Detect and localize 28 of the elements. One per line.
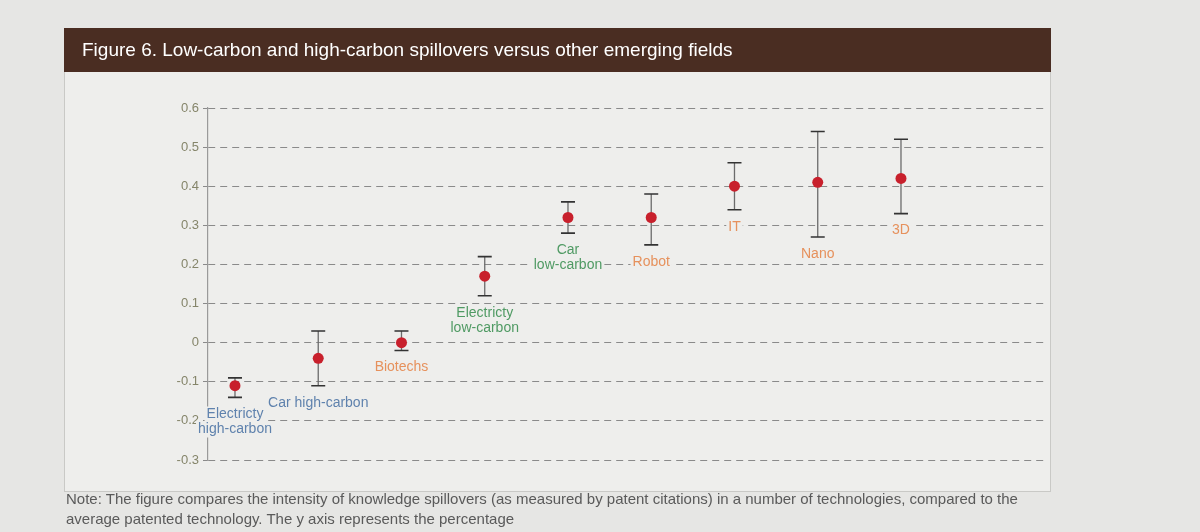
x-tick-label: Robot [632,252,671,269]
y-tick-label: -0.3 [176,451,199,467]
y-tick-label: -0.2 [176,412,199,428]
y-tick-label: 0.6 [180,99,199,115]
point [479,270,491,282]
x-tick-label: Nano [801,244,835,261]
text: Note: The figure compares the intensity of knowledge spillovers (as measured by patent citations) in a number of technologies, compared to the average patented technology. The y axis represents the percentage [66,489,1019,529]
point [645,212,657,224]
chart-title: Figure 6. Low-carbon and high-carbon spillovers versus other emerging fields [64,28,1051,72]
y-tick-label: 0.1 [180,295,199,311]
y-tick-label: -0.1 [176,373,199,389]
x-tick-label: 3D [892,221,910,238]
x-tick-label: IT [728,217,742,234]
y-tick-label: 0.2 [180,256,199,272]
point [395,337,407,349]
y-tick-label: 0.4 [180,177,199,193]
point [312,352,324,364]
point [229,380,241,392]
x-tick-label: Car low-carbon [533,241,603,273]
y-tick-label: 0 [191,334,199,350]
point [562,212,574,224]
y-tick-label: 0.3 [180,216,199,232]
x-tick-label: Biotechs [374,358,429,375]
y-tick-label: 0.5 [180,138,199,154]
x-tick-label: Electricty low-carbon [450,303,519,335]
point [812,176,824,188]
point [728,180,740,192]
point [895,172,907,184]
